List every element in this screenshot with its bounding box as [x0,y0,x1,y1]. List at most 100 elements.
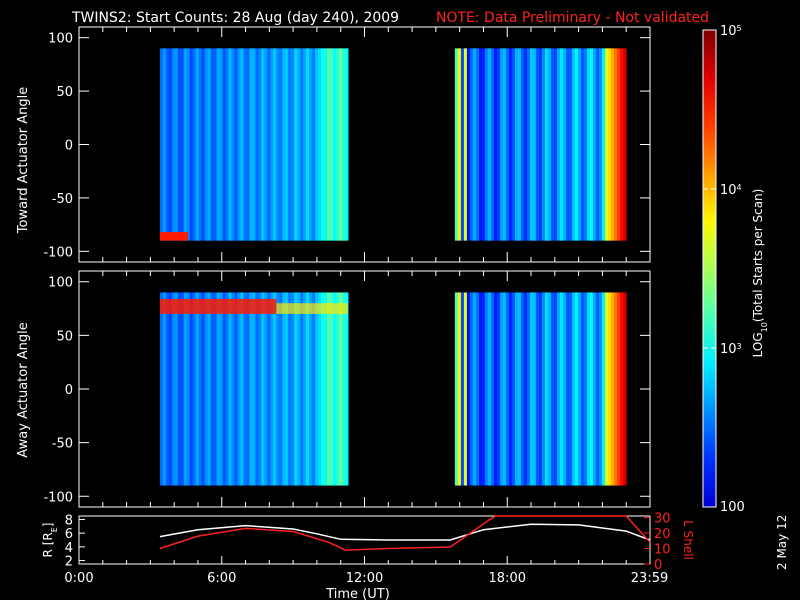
heatmap-column [249,48,253,241]
heatmap-column [544,292,549,486]
heatmap-column [219,292,224,486]
heatmap-column [559,292,564,486]
heatmap-column [565,292,570,486]
heatmap-column [613,292,618,486]
heatmap-column [162,292,167,486]
heatmap-column [562,48,567,241]
heatmap-column [243,48,248,241]
heatmap-column [619,292,624,486]
heatmap-column [165,292,170,486]
heatmap-column [216,292,221,486]
heatmap-column [619,48,624,241]
heatmap-column [168,48,173,241]
r-axis-label: R [RE] [41,523,59,558]
heatmap-column [580,292,585,486]
heatmap-column [610,48,615,241]
heatmap-column [291,292,295,486]
heatmap-column [207,48,212,241]
heatmap-column [213,292,218,486]
heatmap-column [240,48,245,241]
heatmap-column [481,48,486,241]
time-tick-label: 12:00 [346,571,383,586]
heatmap-column [273,48,277,241]
heatmap-column [258,292,262,486]
heatmap-column [592,292,597,486]
colorbar: 100 103 104 105 [702,24,745,515]
heatmap-column [478,292,483,486]
heatmap-column [335,292,340,486]
lshell-tick-label: 30 [654,512,671,527]
heatmap-column [529,292,534,486]
heatmap-column [502,292,507,486]
y-tick-label: -50 [52,437,73,452]
heatmap-column [249,292,253,486]
heatmap-column [264,292,268,486]
heatmap-column [535,48,540,241]
heatmap-column [329,292,334,486]
heatmap-column [607,48,612,241]
time-tick-label: 23:59 [631,571,668,586]
heatmap-column [282,48,286,241]
heatmap-column [312,292,316,486]
heatmap-column [168,292,173,486]
heatmap-column [616,292,621,486]
heatmap-column [586,292,591,486]
heatmap-column [195,48,200,241]
heatmap-column [526,292,531,486]
r-tick-label: 4 [65,541,73,556]
away-angle-ylabel: Away Actuator Angle [16,322,31,457]
y-tick-label: 0 [65,139,73,154]
heatmap-column [496,292,501,486]
heatmap-column [291,48,295,241]
heatmap-column [332,48,337,241]
heatmap-column [329,48,334,241]
heatmap-column [180,292,185,486]
heatmap-column [559,48,564,241]
heatmap-column [237,292,242,486]
heatmap-column [568,292,573,486]
y-tick-label: -100 [43,490,73,505]
heatmap-column [460,48,465,241]
heatmap-column [577,292,582,486]
heatmap-column [306,292,310,486]
radius-line [159,523,651,541]
heatmap-column [303,292,307,486]
heatmap-column [261,292,265,486]
y-tick-label: 50 [56,329,73,344]
heatmap-column [523,292,528,486]
heatmap-column [550,292,555,486]
heatmap-column [279,292,283,486]
heatmap-column [312,48,316,241]
heatmap-column [261,48,265,241]
heatmap-column [529,48,534,241]
heatmap-column [505,292,510,486]
heatmap-column [282,292,286,486]
heatmap-column [526,48,531,241]
heatmap-column [338,292,343,486]
heatmap-column [309,292,313,486]
heatmap-column [297,292,301,486]
heatmap-column [478,48,483,241]
colorbar-label-rest: (Total Starts per Scan) [751,189,765,323]
high-count-band [276,303,348,314]
heatmap-column [273,292,277,486]
heatmap-column [210,48,215,241]
heatmap-column [589,292,594,486]
heatmap-column [547,48,552,241]
heatmap-column [320,48,325,241]
colorbar-tick-label-2: 104 [720,183,742,199]
heatmap-column [499,292,504,486]
heatmap-column [270,48,274,241]
heatmap-column [186,292,191,486]
heatmap-column [487,48,492,241]
heatmap-column [595,292,600,486]
heatmap-column [189,48,194,241]
heatmap-column [162,48,167,241]
heatmap-column [174,48,179,241]
heatmap-column [490,292,495,486]
heatmap-column [285,48,289,241]
heatmap-column [246,48,250,241]
heatmap-column [511,48,516,241]
heatmap-column [490,48,495,241]
heatmap-column [267,48,271,241]
